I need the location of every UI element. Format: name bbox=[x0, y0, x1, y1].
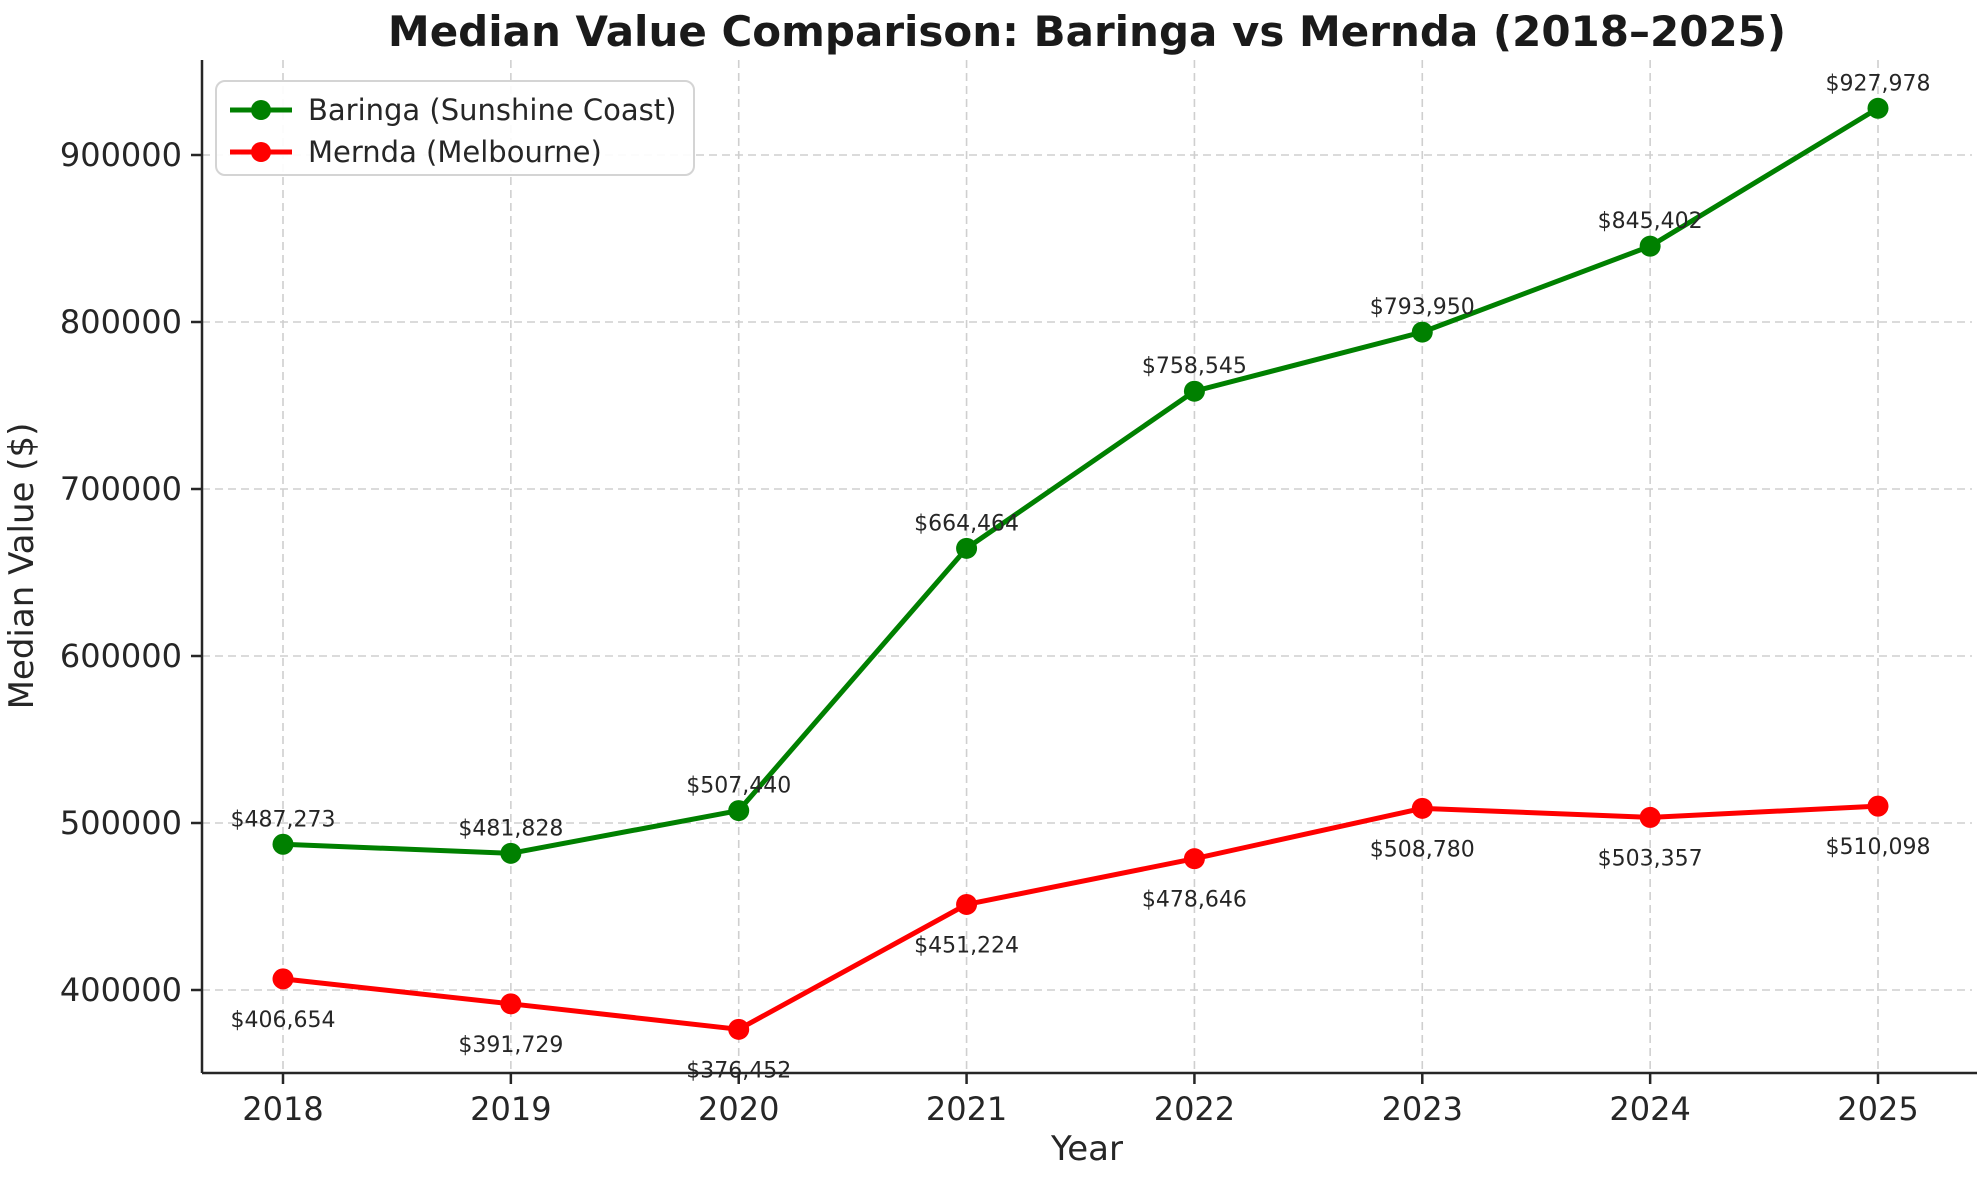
data-point-label: $391,729 bbox=[458, 1033, 563, 1058]
data-point-label: $451,224 bbox=[914, 933, 1019, 958]
y-tick-label: 900000 bbox=[60, 136, 182, 174]
data-point-label: $503,357 bbox=[1598, 846, 1703, 871]
legend-item-label: Baringa (Sunshine Coast) bbox=[308, 93, 676, 127]
chart-title: Median Value Comparison: Baringa vs Mern… bbox=[388, 7, 1786, 56]
x-tick-label: 2023 bbox=[1382, 1090, 1463, 1128]
data-point-label: $664,464 bbox=[914, 511, 1019, 536]
x-axis-label: Year bbox=[1050, 1129, 1123, 1169]
data-point-marker bbox=[956, 893, 978, 915]
data-point-label: $376,452 bbox=[686, 1058, 791, 1083]
y-tick-label: 700000 bbox=[60, 470, 182, 508]
data-point-marker bbox=[1867, 97, 1889, 119]
data-point-marker bbox=[1639, 235, 1661, 257]
series-line-mernda bbox=[280, 803, 1881, 1032]
data-point-marker bbox=[272, 833, 294, 855]
y-tick-label: 400000 bbox=[60, 971, 182, 1009]
x-tick-label: 2020 bbox=[698, 1090, 779, 1128]
series-line-baringa bbox=[280, 105, 1881, 856]
data-point-label: $508,780 bbox=[1370, 837, 1475, 862]
data-labels: $487,273 $481,828 $507,440 $664,464 $758,545… bbox=[231, 71, 1931, 1083]
data-point-label: $510,098 bbox=[1826, 835, 1931, 860]
data-series bbox=[272, 97, 1889, 1040]
data-point-label: $481,828 bbox=[458, 816, 563, 841]
data-point-marker bbox=[728, 1018, 750, 1040]
x-tick-label: 2021 bbox=[926, 1090, 1007, 1128]
data-point-label: $478,646 bbox=[1142, 888, 1247, 913]
y-axis-label: Median Value ($) bbox=[2, 423, 42, 710]
data-point-marker bbox=[1183, 380, 1205, 402]
data-point-marker bbox=[1867, 795, 1889, 817]
y-tick-label: 600000 bbox=[60, 637, 182, 675]
x-tick-label: 2019 bbox=[470, 1090, 551, 1128]
axes: 400000 500000 600000 700000 800000 900000 2018… bbox=[60, 60, 1977, 1128]
data-point-label: $927,978 bbox=[1826, 71, 1931, 96]
data-point-marker bbox=[1411, 321, 1433, 343]
data-point-label: $793,950 bbox=[1370, 295, 1475, 320]
data-point-marker bbox=[272, 968, 294, 990]
y-tick-label: 800000 bbox=[60, 303, 182, 341]
legend-marker bbox=[251, 142, 271, 162]
gridlines bbox=[202, 60, 1972, 1073]
data-point-marker bbox=[1639, 806, 1661, 828]
legend-item-label: Mernda (Melbourne) bbox=[308, 135, 602, 169]
data-point-label: $487,273 bbox=[231, 807, 336, 832]
data-point-label: $758,545 bbox=[1142, 354, 1247, 379]
x-tick-label: 2018 bbox=[242, 1090, 323, 1128]
legend-marker bbox=[251, 100, 271, 120]
x-tick-label: 2022 bbox=[1154, 1090, 1235, 1128]
data-point-marker bbox=[500, 993, 522, 1015]
data-point-marker bbox=[500, 842, 522, 864]
legend-box bbox=[215, 80, 695, 176]
legend: Baringa (Sunshine Coast) Mernda (Melbourn… bbox=[215, 80, 695, 176]
data-point-marker bbox=[1183, 848, 1205, 870]
data-point-marker bbox=[1411, 797, 1433, 819]
data-point-label: $406,654 bbox=[231, 1008, 336, 1033]
x-tick-label: 2025 bbox=[1837, 1090, 1918, 1128]
data-point-marker bbox=[728, 800, 750, 822]
data-point-label: $507,440 bbox=[686, 774, 791, 799]
x-tick-label: 2024 bbox=[1609, 1090, 1690, 1128]
data-point-label: $845,402 bbox=[1598, 209, 1703, 234]
y-tick-label: 500000 bbox=[60, 804, 182, 842]
data-point-marker bbox=[956, 537, 978, 559]
